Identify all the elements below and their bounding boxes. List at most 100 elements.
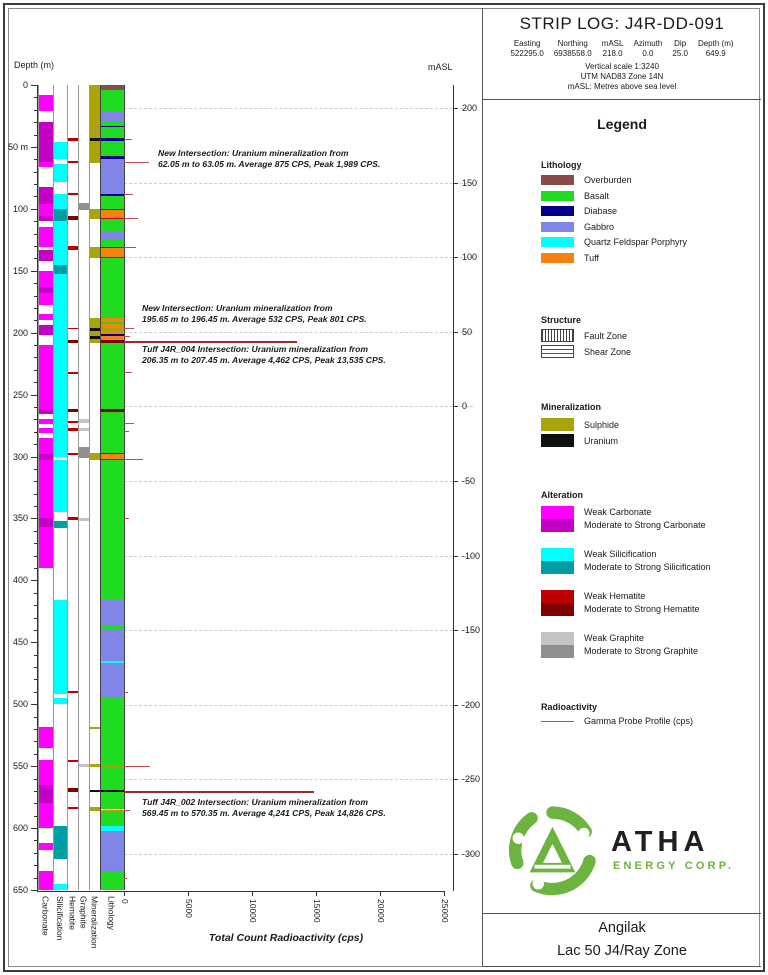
silicification-interval-weak — [54, 600, 68, 695]
depth-minor-tick — [34, 778, 37, 780]
graphite-interval-weak — [79, 518, 90, 521]
depth-minor-tick — [34, 394, 37, 396]
depth-minor-tick — [34, 270, 37, 272]
xaxis-tick-label: 10000 — [248, 899, 258, 923]
lithology-interval-basalt — [101, 258, 124, 318]
hematite-interval-weak — [68, 246, 79, 250]
carbonate-interval-strong — [39, 325, 54, 336]
depth-minor-tick — [34, 258, 37, 260]
masl-tick-label: -150 — [462, 625, 481, 636]
depth-minor-tick — [34, 790, 37, 792]
scale-note: Vertical scale 1:3240 — [585, 62, 659, 71]
xaxis-title: Total Count Radioactivity (cps) — [208, 932, 364, 944]
graphite_strong-swatch — [541, 645, 574, 658]
silicification-interval-weak — [54, 460, 68, 513]
carbonate-interval-weak — [39, 460, 54, 519]
depth-tick-label: 250 — [12, 389, 28, 400]
legend-label: Gamma Probe Profile (cps) — [584, 716, 694, 726]
annotation-line1: New Intersection: Uranium mineralization… — [142, 303, 333, 313]
depth-minor-tick — [34, 171, 37, 173]
lithology-interval-basalt — [101, 127, 124, 139]
legend-label: Moderate to Strong Silicification — [584, 562, 711, 572]
lithology-interval-basalt — [101, 196, 124, 209]
depth-minor-tick — [34, 741, 37, 743]
depth-minor-tick — [34, 617, 37, 619]
carbonate-interval-weak — [39, 270, 54, 287]
strip-log-chart: 200 150 100 50 0 -50 -100 -150 -200 -250 -300 0 50 m… — [8, 80, 481, 948]
legend-label: Weak Graphite — [584, 633, 644, 643]
legend-label: Moderate to Strong Carbonate — [584, 520, 706, 530]
masl-note: mASL: Metres above sea level — [567, 82, 677, 91]
lithology-interval-basalt — [101, 238, 124, 248]
lithology-interval-diabase — [101, 333, 124, 337]
masl-tick — [453, 854, 458, 855]
gamma-spike — [124, 790, 314, 793]
carbonate-interval-strong — [39, 249, 54, 261]
graphite-interval-weak — [79, 763, 90, 768]
collar-field-label: Easting — [513, 39, 541, 48]
depth-minor-tick — [34, 679, 37, 681]
depth-minor-tick — [34, 629, 37, 631]
lithology-interval-tuff — [101, 324, 124, 328]
masl-tick-label: -200 — [462, 699, 481, 710]
depth-minor-tick — [34, 295, 37, 297]
xaxis-tick — [252, 891, 253, 896]
gamma-spike — [124, 691, 128, 693]
legend-section-header: Lithology — [541, 160, 582, 170]
track-lithology — [100, 85, 125, 890]
hematite-interval-weak — [68, 452, 79, 456]
masl-tick-label: 200 — [462, 103, 478, 113]
carbonate-interval-weak — [39, 759, 54, 785]
tuff-swatch — [541, 252, 574, 263]
depth-minor-tick — [34, 605, 37, 607]
gamma-spike — [124, 372, 132, 374]
mineralization-interval-uranium — [90, 138, 101, 141]
depth-minor-tick — [34, 654, 37, 656]
silicification-interval-weak — [54, 141, 68, 160]
collar-field-value: 6938558.0 — [553, 48, 592, 58]
collar-field-label: mASL — [601, 39, 624, 48]
lithology-interval-qfp — [101, 660, 124, 664]
lithology-interval-hematite_strong — [101, 409, 124, 412]
carbonate-interval-weak — [39, 428, 54, 433]
legend-label: Basalt — [584, 190, 610, 201]
carbonate-interval-weak — [39, 161, 54, 167]
masl-tick-label: 50 — [462, 326, 473, 337]
depth-minor-tick — [34, 419, 37, 421]
masl-tick — [453, 704, 458, 706]
carbonate-interval-strong — [39, 454, 54, 461]
depth-minor-tick — [34, 184, 37, 186]
depth-minor-tick — [34, 345, 37, 347]
depth-minor-tick — [34, 506, 37, 508]
gamma-spike — [124, 423, 135, 425]
xaxis-tick-label: 20000 — [376, 899, 386, 923]
lithology-interval-qfp — [101, 825, 124, 831]
masl-gridline — [124, 854, 473, 855]
lithology-interval-basalt — [101, 122, 124, 126]
intersection-annotation: Tuff J4R_004 Intersection: Uranium miner… — [142, 344, 386, 366]
depth-tick-label: 400 — [12, 575, 28, 586]
atha-logo-svg — [509, 806, 596, 896]
lithology-interval-basalt — [101, 871, 124, 890]
collar-info-row: Easting 522295.0 Northing 6938558.0 mASL 218.… — [483, 39, 761, 58]
depth-minor-tick — [34, 691, 37, 693]
xaxis-tick-label: 0 — [120, 899, 130, 904]
legend-label: Gabbro — [584, 221, 615, 232]
depth-minor-tick — [34, 803, 37, 805]
hematite_strong-swatch — [541, 603, 574, 616]
depth-minor-tick — [34, 642, 37, 644]
annotation-line1: Tuff J4R_004 Intersection: Uranium miner… — [142, 344, 369, 354]
xaxis-tick — [188, 891, 189, 896]
masl-tick — [453, 182, 458, 184]
xaxis-tick-label: 5000 — [184, 899, 194, 918]
depth-minor-tick — [34, 444, 37, 446]
depth-minor-tick — [34, 580, 37, 582]
gamma-spike — [124, 430, 130, 432]
hematite-interval-weak — [68, 759, 79, 763]
masl-gridline — [124, 108, 473, 109]
depth-tick-label: 600 — [12, 823, 28, 834]
lithology-interval-basalt — [101, 810, 124, 826]
legend-label: Fault Zone — [584, 331, 628, 341]
depth-minor-tick — [34, 468, 37, 470]
gamma-spike — [124, 217, 139, 219]
